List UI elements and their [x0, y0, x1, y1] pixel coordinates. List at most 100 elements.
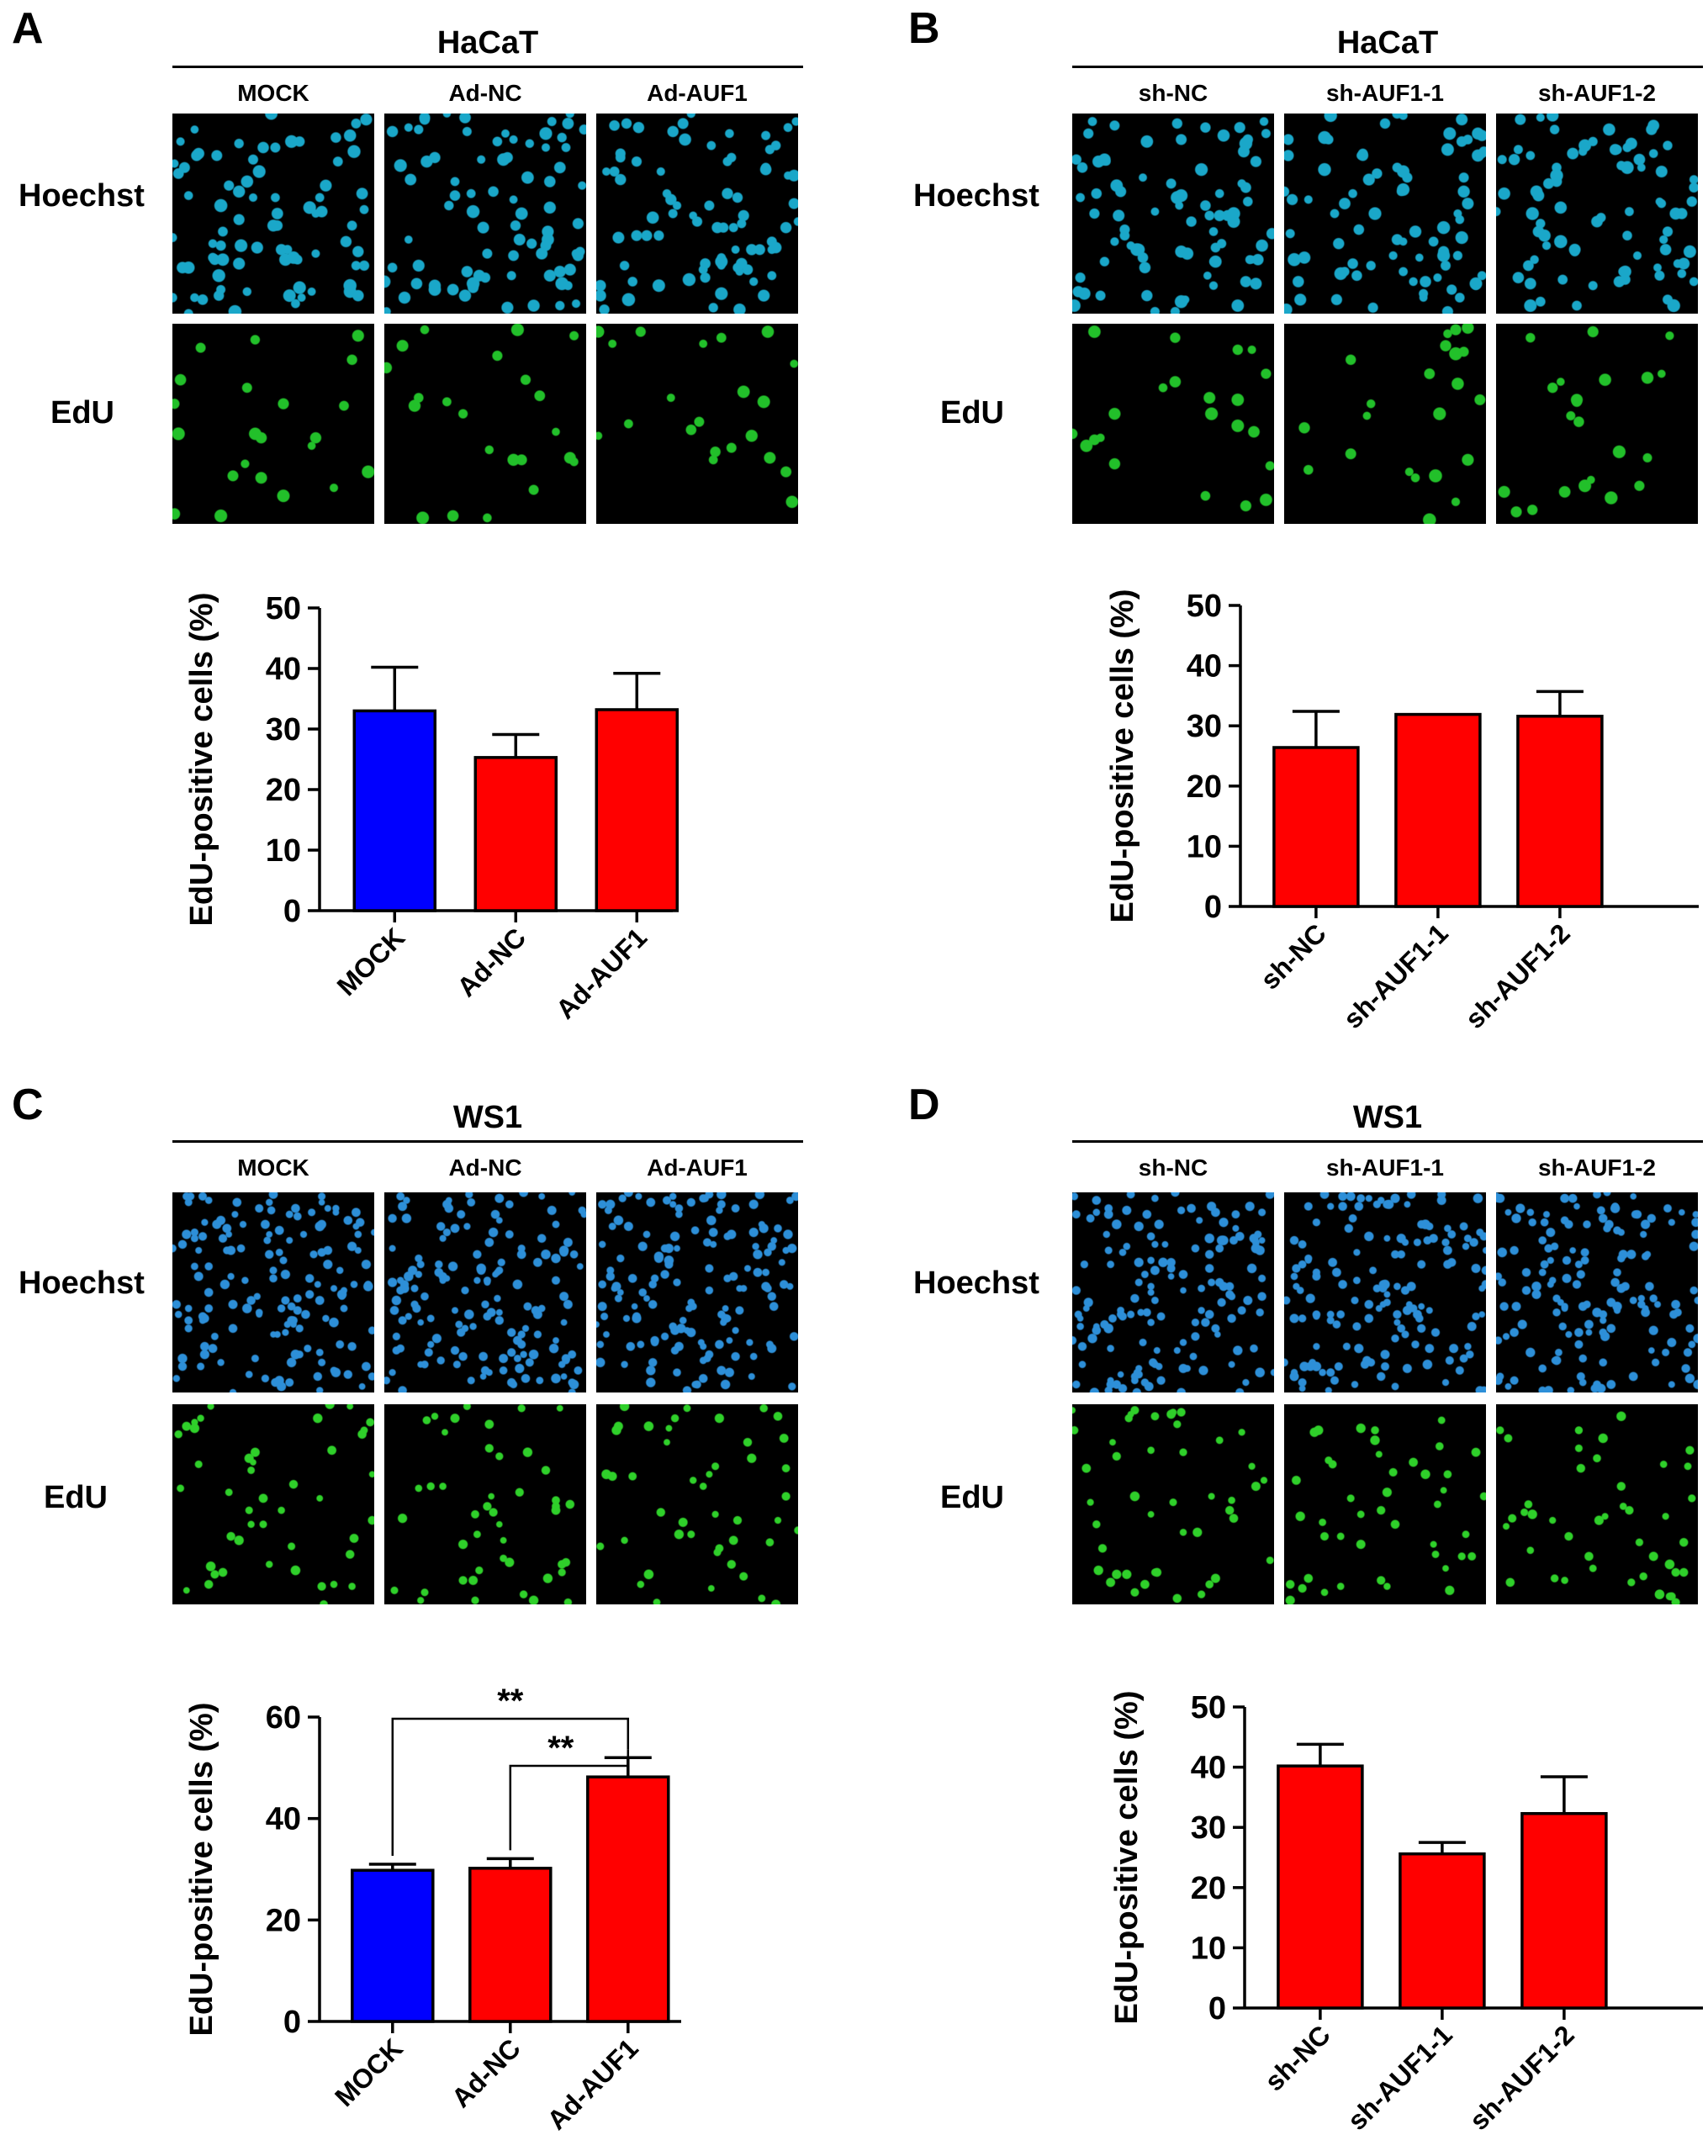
- micrograph-edu: [1072, 324, 1274, 524]
- y-tick-label: 40: [266, 1802, 301, 1837]
- panel-label: A: [12, 4, 44, 53]
- x-tick-label: sh-NC: [1255, 917, 1332, 995]
- y-tick-label: 60: [266, 1700, 301, 1736]
- cell-line-title: WS1: [452, 1100, 523, 1135]
- y-tick-label: 0: [1204, 890, 1222, 925]
- y-tick-label: 20: [1191, 1871, 1226, 1906]
- y-tick-label: 40: [1187, 649, 1222, 684]
- micrograph-hoechst: [1496, 114, 1698, 314]
- micrograph-hoechst: [1496, 1192, 1698, 1392]
- condition-label: sh-NC: [1138, 1155, 1208, 1181]
- y-tick-label: 30: [1191, 1810, 1226, 1846]
- condition-label: sh-NC: [1138, 80, 1208, 106]
- bar: [1394, 712, 1482, 908]
- micrograph-hoechst: [384, 114, 586, 314]
- row-label-edu: EdU: [50, 395, 114, 431]
- micrograph-edu: [1072, 1404, 1274, 1604]
- bar: [586, 1775, 670, 2023]
- condition-label: sh-AUF1-1: [1325, 1155, 1444, 1181]
- y-tick-label: 30: [1187, 709, 1222, 744]
- condition-label: MOCK: [237, 80, 309, 106]
- row-label-edu: EdU: [940, 395, 1004, 431]
- condition-label: Ad-NC: [448, 80, 522, 106]
- panel-label: B: [908, 4, 940, 53]
- micrograph-hoechst: [172, 1192, 374, 1392]
- significance-bracket: [391, 1717, 630, 1856]
- micrograph-edu: [384, 324, 586, 524]
- micrograph-hoechst: [1072, 114, 1274, 314]
- row-label-hoechst: Hoechst: [19, 1266, 145, 1301]
- y-tick-label: 0: [1208, 1991, 1226, 2027]
- micrograph-edu: [1496, 1404, 1698, 1604]
- row-label-hoechst: Hoechst: [913, 178, 1039, 214]
- y-tick-label: 40: [1191, 1751, 1226, 1786]
- panel-b: B HaCaT sh-NC sh-AUF1-1 sh-AUF1-2 Hoechs…: [891, 0, 1708, 1060]
- condition-label: Ad-AUF1: [647, 80, 748, 106]
- micrograph-hoechst: [172, 114, 374, 314]
- micrograph-edu: [172, 324, 374, 524]
- bar-chart: 0 20 40 60 EdU-positive cells (%) MOCK Ad-NC Ad…: [184, 1683, 681, 2136]
- title-rule: [1072, 1140, 1703, 1143]
- y-axis-label: EdU-positive cells (%): [1105, 589, 1140, 923]
- panel-a: A HaCaT MOCK Ad-NC Ad-AUF1 Hoechst EdU 0…: [0, 0, 841, 1060]
- x-tick-label: Ad-AUF1: [550, 922, 653, 1024]
- bar: [468, 1867, 553, 2023]
- row-label-hoechst: Hoechst: [913, 1266, 1039, 1301]
- y-axis-label: EdU-positive cells (%): [184, 1703, 219, 2037]
- micrograph-hoechst: [596, 114, 798, 314]
- condition-label: sh-AUF1-2: [1537, 1155, 1656, 1181]
- row-label-edu: EdU: [940, 1480, 1004, 1515]
- x-tick-label: sh-AUF1-2: [1463, 2019, 1580, 2136]
- condition-label: sh-AUF1-1: [1325, 80, 1444, 106]
- bar: [1520, 1811, 1608, 2010]
- micrograph-edu: [1284, 324, 1486, 524]
- micrograph-hoechst: [1072, 1192, 1274, 1392]
- panel-d: D WS1 sh-NC sh-AUF1-1 sh-AUF1-2 Hoechst …: [891, 1076, 1708, 2136]
- bar: [1277, 1764, 1364, 2010]
- significance-label: **: [497, 1683, 524, 1720]
- x-tick-label: MOCK: [331, 922, 411, 1001]
- micrograph-edu: [172, 1404, 374, 1604]
- panel-c: C WS1 MOCK Ad-NC Ad-AUF1 Hoechst EdU 0 20…: [0, 1076, 841, 2136]
- condition-label: Ad-AUF1: [647, 1155, 748, 1181]
- x-tick-label: Ad-NC: [446, 2032, 526, 2113]
- condition-label: sh-AUF1-2: [1537, 80, 1656, 106]
- micrograph-hoechst: [596, 1192, 798, 1392]
- bar: [1399, 1852, 1486, 2010]
- significance-bracket: [509, 1749, 630, 1851]
- x-tick-label: Ad-NC: [451, 922, 531, 1002]
- y-tick-label: 10: [1191, 1931, 1226, 1966]
- significance-label: **: [547, 1730, 574, 1767]
- bar: [473, 756, 558, 912]
- x-tick-label: sh-AUF1-1: [1341, 2019, 1458, 2136]
- y-tick-label: 40: [266, 652, 301, 687]
- y-tick-label: 20: [266, 1903, 301, 1938]
- cell-line-title: HaCaT: [436, 25, 539, 61]
- micrograph-hoechst: [384, 1192, 586, 1392]
- micrograph-edu: [384, 1404, 586, 1604]
- y-axis-label: EdU-positive cells (%): [1109, 1691, 1145, 2025]
- panel-label: D: [908, 1081, 940, 1129]
- title-rule: [172, 66, 803, 68]
- y-tick-label: 0: [283, 2005, 301, 2040]
- y-tick-label: 50: [1187, 589, 1222, 624]
- y-axis-label: EdU-positive cells (%): [184, 593, 219, 927]
- bar: [351, 1868, 435, 2023]
- y-tick-label: 30: [266, 712, 301, 748]
- bar: [352, 709, 437, 912]
- condition-label: MOCK: [237, 1155, 309, 1181]
- bar: [1516, 714, 1604, 908]
- title-rule: [1072, 66, 1703, 68]
- bar: [1272, 746, 1360, 908]
- x-tick-label: sh-AUF1-1: [1337, 917, 1454, 1034]
- x-tick-label: MOCK: [329, 2032, 409, 2112]
- micrograph-edu: [1284, 1404, 1486, 1604]
- micrograph-hoechst: [1284, 1192, 1486, 1392]
- x-tick-label: sh-NC: [1259, 2019, 1336, 2096]
- y-tick-label: 20: [266, 773, 301, 808]
- y-tick-label: 10: [266, 833, 301, 869]
- y-tick-label: 10: [1187, 829, 1222, 864]
- y-tick-label: 0: [283, 894, 301, 929]
- x-tick-label: Ad-AUF1: [542, 2032, 644, 2135]
